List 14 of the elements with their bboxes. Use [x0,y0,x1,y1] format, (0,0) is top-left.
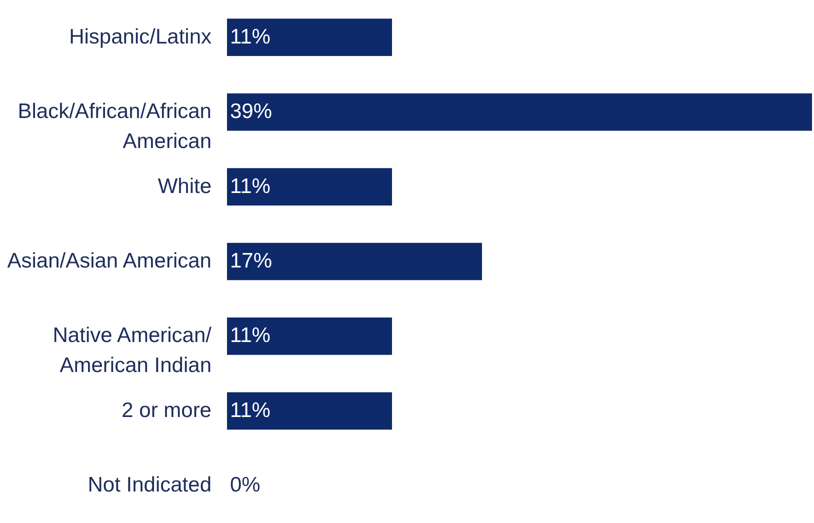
y-tick-label: Hispanic/Latinx [69,25,212,48]
y-tick-label: 2 or more [122,398,212,422]
y-tick-label: Asian/Asian American [7,250,212,272]
data-label: 11% [230,324,270,348]
data-label: 17% [230,250,272,272]
y-tick-label: Black/African/African American [18,100,212,154]
data-label: 11% [230,25,270,48]
data-label: 11% [230,398,270,422]
y-tick-label: Native American/ American Indian [52,324,212,378]
data-label: 39% [230,100,272,124]
y-tick-label: Not Indicated [88,474,212,497]
data-label: 11% [230,174,270,198]
data-label: 0% [230,474,260,497]
y-tick-label: White [158,174,212,198]
